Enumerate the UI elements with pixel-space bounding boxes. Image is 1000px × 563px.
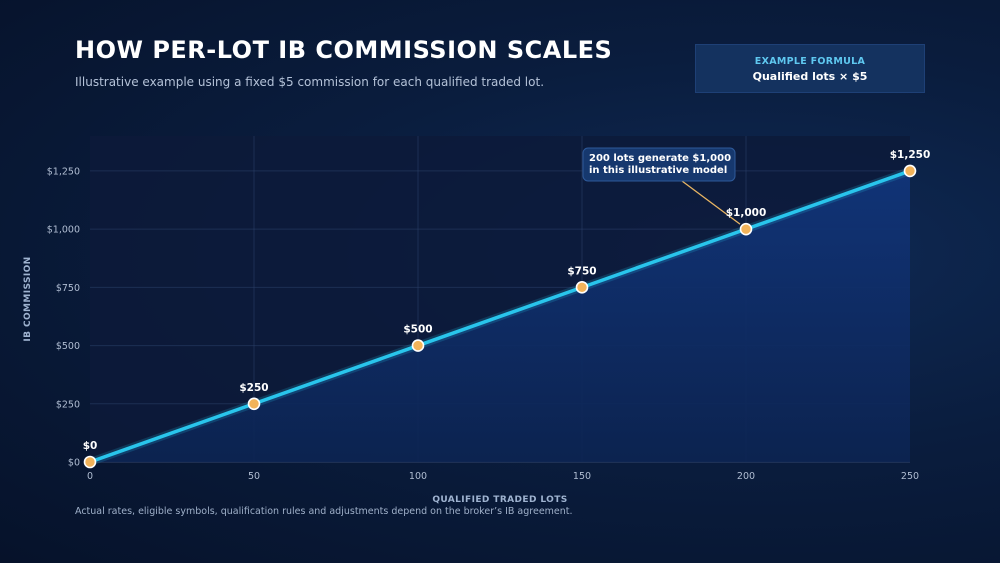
annotation-box (582, 147, 736, 182)
x-tick-label: 0 (87, 471, 93, 482)
y-tick-label: $500 (56, 341, 80, 352)
x-tick-label: 100 (409, 471, 427, 482)
data-label: $250 (239, 382, 268, 394)
chart-subtitle: Illustrative example using a fixed $5 co… (75, 75, 545, 89)
y-tick-label: $1,000 (47, 225, 80, 236)
data-points (83, 164, 917, 469)
formula-value: Qualified lots × $5 (752, 70, 868, 83)
annotation-text-line: in this illustrative model (589, 165, 727, 176)
data-label: $500 (403, 324, 432, 336)
data-label: $1,250 (890, 149, 931, 161)
data-label: $0 (83, 440, 98, 452)
x-ticks: 0 50 100 150 200 250 (87, 471, 919, 482)
series-line (86, 166, 914, 466)
x-axis-label: QUALIFIED TRADED LOTS (432, 495, 567, 505)
y-axis-label: IB COMMISSION (23, 256, 33, 341)
y-ticks: $0 $250 $500 $750 $1,000 $1,250 (47, 166, 80, 468)
data-point (83, 455, 97, 469)
footnote: Actual rates, eligible symbols, qualific… (75, 506, 573, 517)
y-tick-label: $750 (56, 283, 80, 294)
data-point (411, 339, 425, 352)
x-tick-label: 150 (573, 471, 591, 482)
chart-title: HOW PER-LOT IB COMMISSION SCALES (75, 36, 613, 64)
x-tick-label: 200 (737, 471, 755, 482)
series-line-commission (88, 169, 912, 464)
data-point (575, 281, 589, 294)
y-tick-label: $250 (56, 399, 80, 410)
x-tick-label: 250 (901, 471, 919, 482)
annotation-leader-line (681, 180, 741, 225)
data-point (247, 397, 261, 411)
formula-label: EXAMPLE FORMULA (754, 56, 866, 67)
data-point (903, 164, 917, 178)
data-labels: $0 $250 $500 $750 $1,000 $1,250 (83, 149, 931, 452)
annotation-text-line: 200 lots generate $1,000 (589, 153, 731, 164)
data-label: $1,000 (726, 207, 767, 219)
data-point (739, 222, 753, 236)
data-label: $750 (567, 265, 596, 277)
x-tick-label: 50 (248, 471, 260, 482)
y-tick-label: $1,250 (47, 166, 80, 177)
y-tick-label: $0 (68, 458, 80, 469)
formula-box: EXAMPLE FORMULA Qualified lots × $5 (695, 44, 925, 93)
